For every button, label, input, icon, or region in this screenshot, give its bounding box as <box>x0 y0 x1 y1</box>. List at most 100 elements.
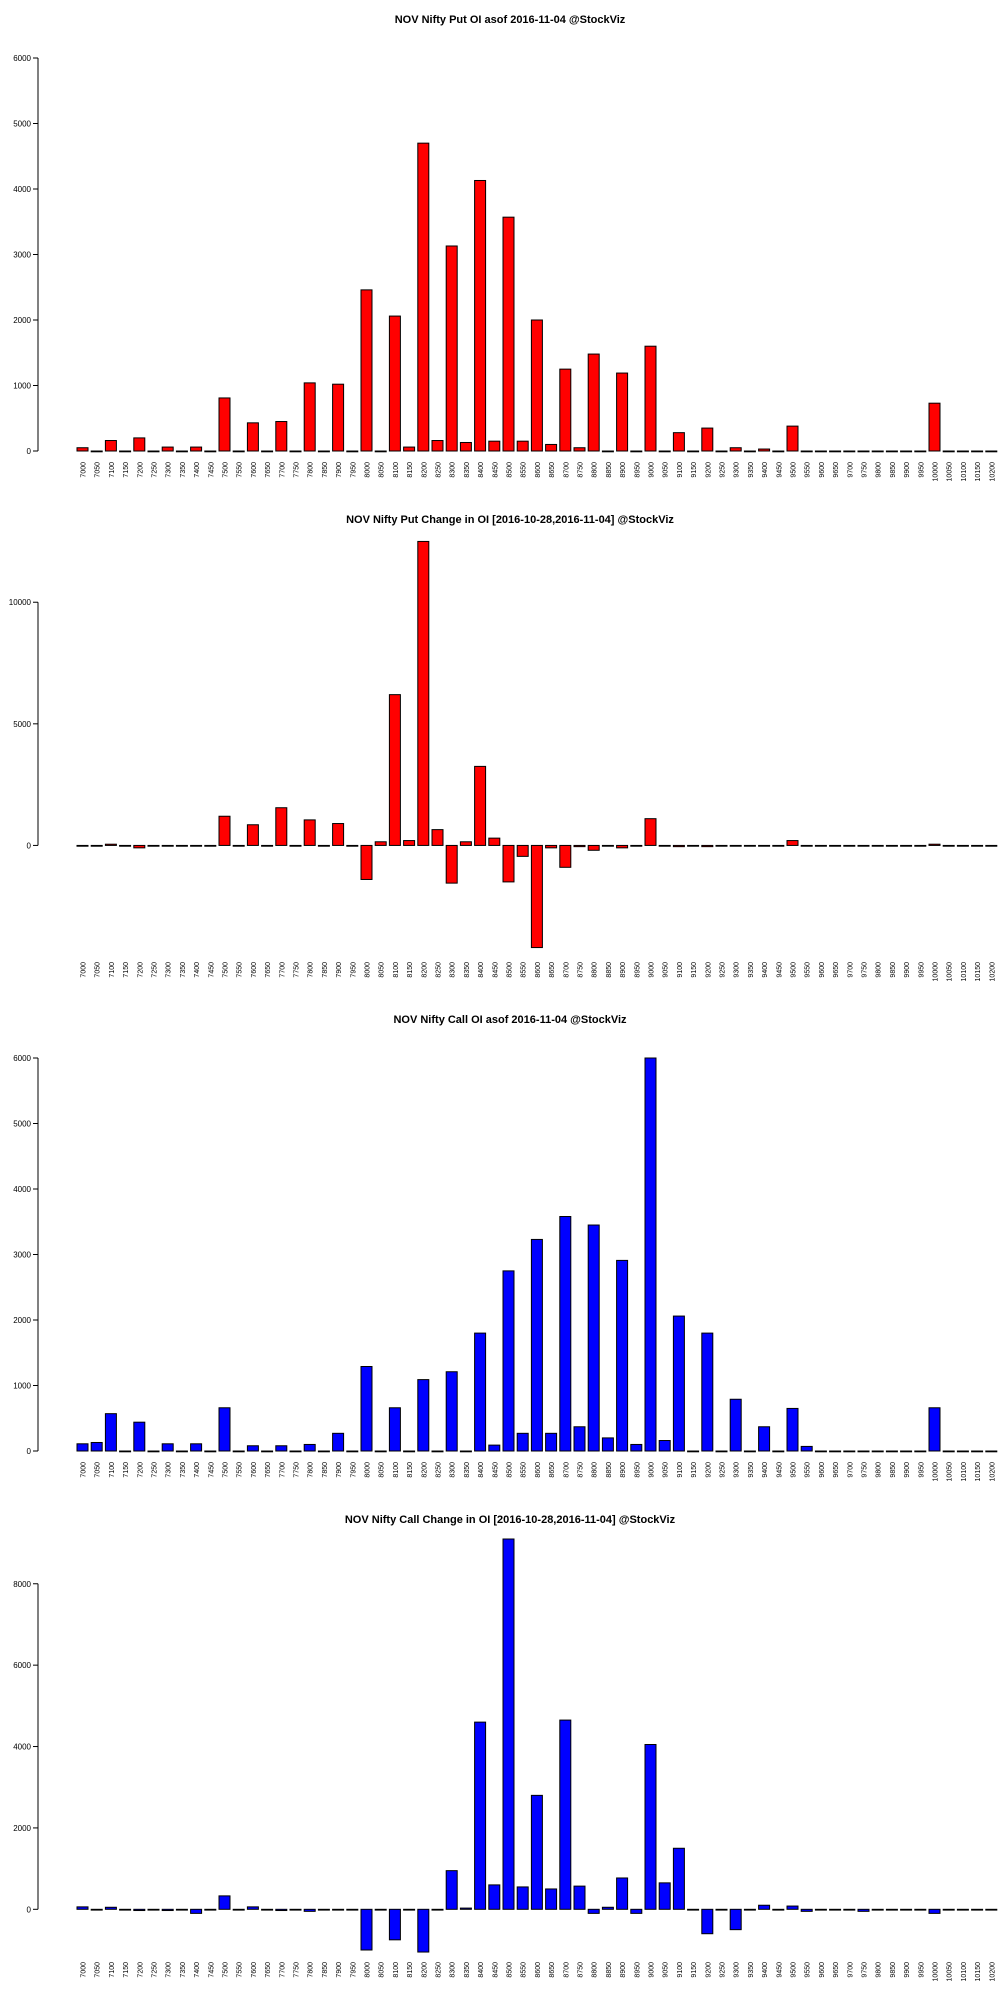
x-tick-label: 9150 <box>691 1962 698 1978</box>
bar-9050 <box>658 1882 671 1910</box>
x-tick-label: 8000 <box>365 462 372 478</box>
bar-9700 <box>843 450 856 453</box>
bar-8750 <box>573 844 586 848</box>
x-tick-label: 9100 <box>677 962 684 978</box>
y-tick-label: 5000 <box>13 120 31 129</box>
bar-9650 <box>829 450 842 453</box>
x-tick-label: 7150 <box>123 462 130 478</box>
bar-7150 <box>119 844 132 847</box>
bar-7500 <box>218 1407 231 1452</box>
bar-10150 <box>971 1908 984 1911</box>
x-tick-label: 7500 <box>223 962 230 978</box>
x-tick-label: 9850 <box>890 1462 897 1478</box>
bar-7950 <box>346 844 359 847</box>
bar-9700 <box>843 844 856 847</box>
bar-9800 <box>871 1450 884 1453</box>
bar-7050 <box>90 844 103 847</box>
x-tick-label: 10200 <box>989 462 996 482</box>
bar-8600 <box>530 319 543 452</box>
x-tick-label: 7850 <box>322 1962 329 1978</box>
bar-7950 <box>346 1908 359 1911</box>
x-tick-label: 7500 <box>223 1962 230 1978</box>
bar-7500 <box>218 397 231 452</box>
bar-7100 <box>104 1413 117 1452</box>
x-tick-label: 10050 <box>947 962 954 982</box>
bar-9300 <box>729 1398 742 1452</box>
x-tick-label: 7400 <box>194 462 201 478</box>
bar-8200 <box>417 142 430 452</box>
bar-9400 <box>758 844 771 847</box>
x-tick-label: 8800 <box>592 1462 599 1478</box>
bar-8750 <box>573 1426 586 1452</box>
x-tick-label: 9750 <box>862 1962 869 1978</box>
x-tick-label: 8750 <box>578 1462 585 1478</box>
x-tick-label: 8650 <box>549 1462 556 1478</box>
x-tick-label: 7950 <box>350 1962 357 1978</box>
x-tick-label: 8100 <box>393 462 400 478</box>
x-tick-label: 7800 <box>308 962 315 978</box>
x-tick-label: 8900 <box>620 962 627 978</box>
bar-9100 <box>672 1847 685 1910</box>
bar-9000 <box>644 818 657 846</box>
bar-7600 <box>246 824 259 846</box>
bar-9150 <box>687 1450 700 1453</box>
x-tick-label: 8600 <box>535 1962 542 1978</box>
x-tick-label: 8150 <box>407 1462 414 1478</box>
bar-9450 <box>772 450 785 453</box>
y-tick-label: 4000 <box>13 1185 31 1194</box>
bar-8350 <box>459 1450 472 1453</box>
x-tick-label: 8350 <box>464 1462 471 1478</box>
bar-10200 <box>985 450 998 453</box>
x-tick-label: 9350 <box>748 1462 755 1478</box>
bar-8450 <box>488 1884 501 1910</box>
bar-8550 <box>516 1432 529 1452</box>
x-tick-label: 9500 <box>791 462 798 478</box>
x-tick-label: 9900 <box>904 1962 911 1978</box>
bar-7850 <box>317 844 330 847</box>
chart-title: NOV Nifty Call Change in OI [2016-10-28,… <box>345 1514 676 1526</box>
bar-9200 <box>701 1908 714 1935</box>
bar-10050 <box>942 844 955 847</box>
x-tick-label: 9950 <box>918 1462 925 1478</box>
bar-9000 <box>644 1057 657 1452</box>
bar-7550 <box>232 1450 245 1453</box>
bar-9100 <box>672 432 685 452</box>
x-tick-label: 7150 <box>123 962 130 978</box>
chart-4: NOV Nifty Call Change in OI [2016-10-28,… <box>13 1514 998 1981</box>
x-tick-label: 8650 <box>549 962 556 978</box>
x-tick-label: 7550 <box>237 1462 244 1478</box>
x-tick-label: 7100 <box>109 1462 116 1478</box>
chart-1: NOV Nifty Put OI asof 2016-11-04 @StockV… <box>13 14 998 482</box>
x-tick-label: 8750 <box>578 462 585 478</box>
y-tick-label: 6000 <box>13 1661 31 1670</box>
x-tick-label: 7700 <box>279 962 286 978</box>
bar-7900 <box>332 383 345 452</box>
bar-8600 <box>530 844 543 949</box>
bar-10150 <box>971 450 984 453</box>
x-tick-label: 9000 <box>649 1462 656 1478</box>
bar-9400 <box>758 1904 771 1910</box>
x-tick-label: 8650 <box>549 462 556 478</box>
x-tick-label: 8500 <box>507 962 514 978</box>
x-tick-label: 9950 <box>918 462 925 478</box>
x-tick-label: 8200 <box>421 1962 428 1978</box>
bar-10100 <box>956 450 969 453</box>
bar-7300 <box>161 1908 174 1912</box>
x-tick-label: 8800 <box>592 462 599 478</box>
bar-8400 <box>474 1332 487 1452</box>
x-tick-label: 8900 <box>620 1962 627 1978</box>
x-tick-label: 8600 <box>535 1462 542 1478</box>
x-tick-label: 8800 <box>592 1962 599 1978</box>
bar-9900 <box>900 844 913 847</box>
bar-7150 <box>119 1450 132 1453</box>
bar-9500 <box>786 425 799 452</box>
bar-7400 <box>190 844 203 847</box>
x-tick-label: 8350 <box>464 462 471 478</box>
x-tick-label: 8550 <box>521 1962 528 1978</box>
x-tick-label: 8850 <box>606 962 613 978</box>
x-tick-label: 8100 <box>393 962 400 978</box>
bar-7350 <box>175 450 188 453</box>
chart-title: NOV Nifty Put OI asof 2016-11-04 @StockV… <box>395 14 626 26</box>
x-tick-label: 9000 <box>649 462 656 478</box>
